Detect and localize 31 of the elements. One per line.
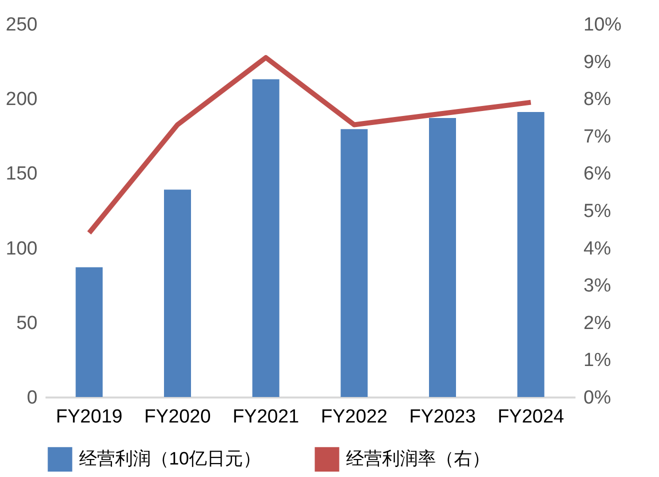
legend-label: 经营利润（10亿日元）	[79, 448, 262, 468]
y2-tick-label: 8%	[584, 89, 612, 110]
y2-tick-label: 10%	[584, 14, 622, 36]
y2-tick-label: 2%	[584, 312, 612, 334]
y2-tick-label: 0%	[584, 388, 612, 408]
y-tick-label: 50	[16, 312, 38, 334]
y-tick-label: 0	[26, 388, 38, 408]
y2-tick-label: 1%	[584, 350, 612, 372]
y2-tick-label: 7%	[584, 126, 612, 148]
y2-tick-label: 9%	[584, 52, 612, 73]
y2-tick-label: 3%	[584, 276, 612, 297]
x-tick-label: FY2021	[232, 406, 300, 428]
y-tick-label: 250	[6, 14, 38, 36]
x-tick-label: FY2023	[409, 406, 476, 428]
y-tick-label: 100	[6, 238, 38, 260]
x-tick-label: FY2019	[56, 406, 122, 428]
bar	[429, 118, 456, 397]
bar	[164, 190, 191, 397]
y2-tick-label: 6%	[584, 164, 612, 185]
legend-label: 经营利润率（右）	[346, 448, 490, 468]
bar	[340, 129, 368, 397]
x-tick-label: FY2020	[144, 406, 211, 428]
y2-tick-label: 5%	[584, 201, 612, 222]
y-tick-label: 200	[6, 89, 38, 110]
bar	[76, 267, 103, 397]
y-tick-label: 150	[6, 164, 38, 185]
x-tick-label: FY2024	[498, 406, 565, 428]
bar	[517, 112, 544, 397]
y2-tick-label: 4%	[584, 238, 612, 260]
x-tick-label: FY2022	[320, 406, 388, 428]
bar	[252, 79, 280, 397]
